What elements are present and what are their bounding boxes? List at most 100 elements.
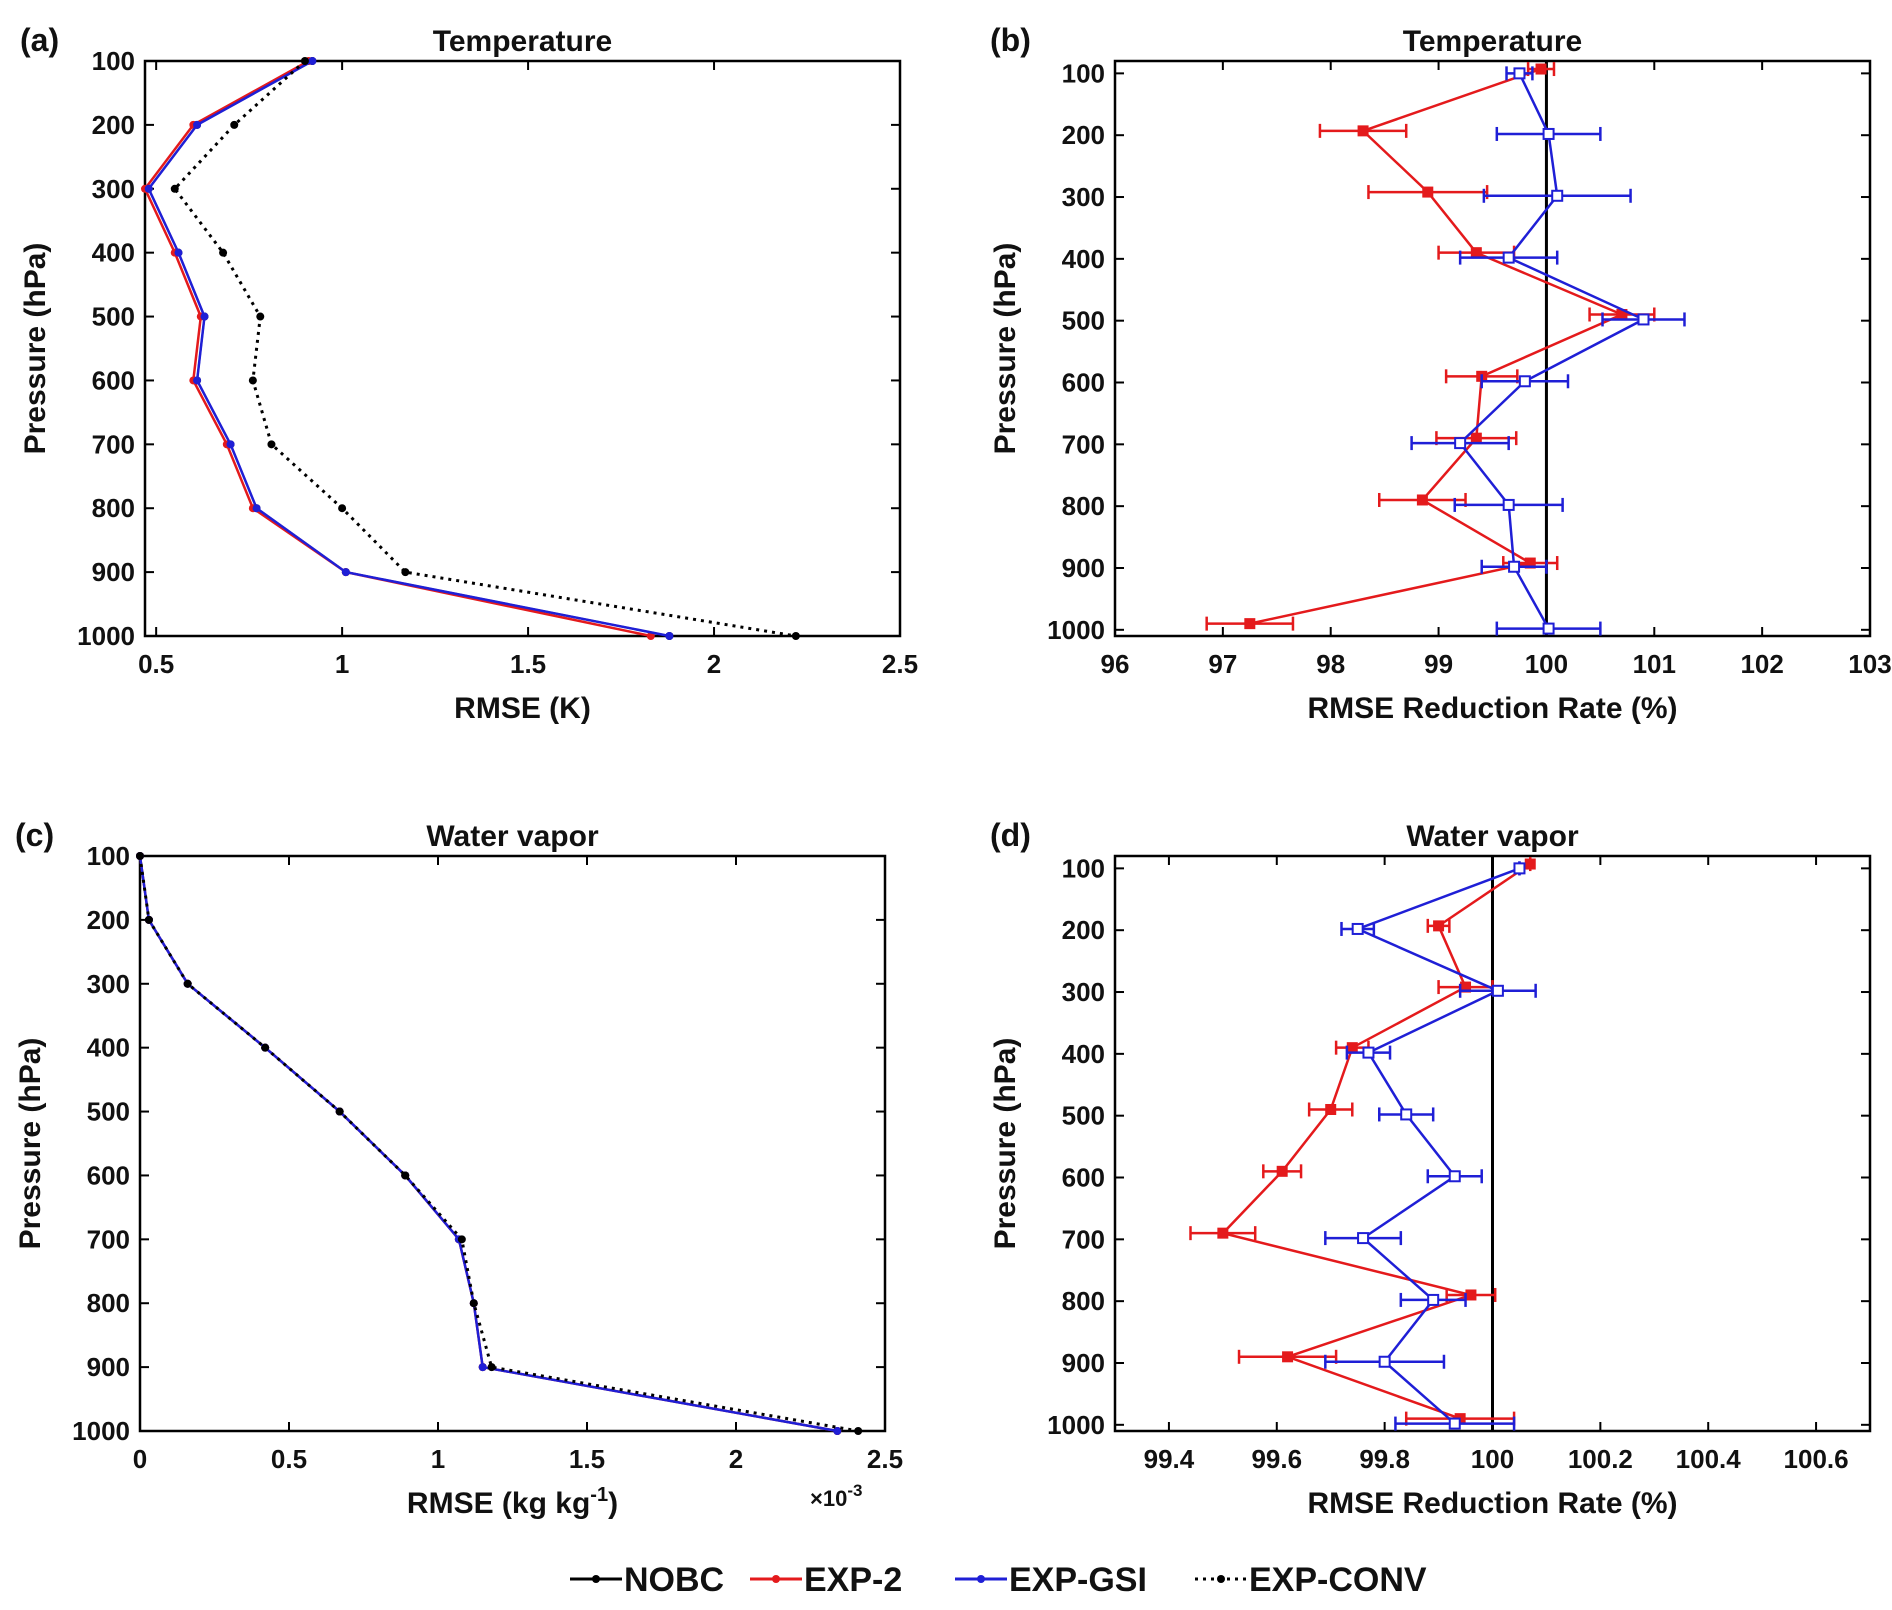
data-point-exp-2 bbox=[1325, 1103, 1337, 1115]
chart-title: Temperature bbox=[1403, 25, 1583, 58]
data-point-exp-gsi bbox=[1551, 189, 1564, 202]
y-axis-label: Pressure (hPa) bbox=[14, 1038, 47, 1250]
y-tick-label: 1000 bbox=[1047, 1410, 1105, 1440]
data-point-exp-conv bbox=[219, 248, 228, 257]
data-point-exp-gsi bbox=[174, 248, 183, 257]
data-point-exp-gsi bbox=[1454, 437, 1467, 450]
data-point-exp-2 bbox=[1282, 1351, 1294, 1363]
data-point-exp-2 bbox=[1422, 186, 1434, 198]
y-tick-label: 600 bbox=[1062, 368, 1105, 398]
y-tick-label: 700 bbox=[87, 1224, 130, 1254]
series-line-exp-gsi bbox=[138, 855, 838, 1433]
data-point-exp-conv bbox=[144, 915, 153, 924]
x-tick-label: 0.5 bbox=[138, 649, 174, 679]
y-tick-label: 200 bbox=[1062, 915, 1105, 945]
data-point-exp-gsi bbox=[144, 184, 153, 193]
data-point-exp-gsi bbox=[226, 440, 235, 449]
legend-label-nobc: NOBC bbox=[624, 1561, 724, 1599]
y-tick-label: 700 bbox=[92, 429, 135, 459]
x-tick-label: 2 bbox=[729, 1444, 743, 1474]
y-tick-label: 200 bbox=[87, 905, 130, 935]
data-point-exp-conv bbox=[335, 1107, 344, 1116]
x-tick-label: 99.4 bbox=[1144, 1444, 1195, 1474]
x-tick-label: 1 bbox=[335, 649, 349, 679]
y-tick-label: 500 bbox=[92, 302, 135, 332]
data-point-exp-gsi bbox=[1491, 984, 1504, 997]
data-point-exp-gsi bbox=[1448, 1170, 1461, 1183]
x-tick-label: 97 bbox=[1208, 649, 1237, 679]
y-tick-label: 800 bbox=[1062, 491, 1105, 521]
data-point-exp-gsi bbox=[1542, 127, 1555, 140]
y-tick-label: 400 bbox=[1062, 244, 1105, 274]
data-point-exp-2 bbox=[1416, 494, 1428, 506]
y-tick-label: 200 bbox=[92, 110, 135, 140]
x-tick-label: 102 bbox=[1740, 649, 1783, 679]
x-tick-label: 100 bbox=[1471, 1444, 1514, 1474]
data-point-exp-2 bbox=[1465, 1289, 1477, 1301]
y-tick-label: 400 bbox=[87, 1033, 130, 1063]
data-point-exp-2 bbox=[1217, 1227, 1229, 1239]
data-point-exp-conv bbox=[401, 1171, 410, 1180]
y-tick-label: 500 bbox=[87, 1097, 130, 1127]
series-line-nobc bbox=[147, 60, 670, 637]
legend-marker-nobc bbox=[592, 1575, 600, 1583]
x-tick-label: 99.8 bbox=[1359, 1444, 1410, 1474]
data-point-exp-2 bbox=[1524, 858, 1536, 870]
data-point-exp-gsi bbox=[200, 312, 209, 321]
y-tick-label: 300 bbox=[1062, 977, 1105, 1007]
legend-label-exp-2: EXP-2 bbox=[804, 1561, 902, 1599]
y-tick-label: 100 bbox=[87, 841, 130, 871]
x-axis-label: RMSE (kg kg-1) bbox=[407, 1484, 618, 1520]
x-tick-label: 0 bbox=[133, 1444, 147, 1474]
data-point-exp-gsi bbox=[252, 504, 261, 513]
y-tick-label: 700 bbox=[1062, 429, 1105, 459]
x-tick-label: 96 bbox=[1101, 649, 1130, 679]
data-point-exp-gsi bbox=[1518, 375, 1531, 388]
data-point-exp-gsi bbox=[1502, 251, 1515, 264]
x-tick-label: 2.5 bbox=[882, 649, 918, 679]
legend-marker-exp-gsi bbox=[977, 1575, 985, 1583]
data-point-exp-conv bbox=[136, 852, 144, 860]
data-point-exp-gsi bbox=[478, 1363, 487, 1372]
data-point-exp-gsi bbox=[1427, 1293, 1440, 1306]
data-point-exp-conv bbox=[401, 568, 410, 577]
y-tick-label: 200 bbox=[1062, 120, 1105, 150]
x-tick-label: 101 bbox=[1633, 649, 1676, 679]
y-tick-label: 100 bbox=[1062, 58, 1105, 88]
y-tick-label: 100 bbox=[92, 46, 135, 76]
legend: NOBC EXP-2 EXP-GSI EXP-CONV bbox=[570, 1561, 1427, 1599]
data-point-exp-2 bbox=[1276, 1165, 1288, 1177]
series-line-exp-2 bbox=[138, 855, 838, 1433]
y-tick-label: 800 bbox=[1062, 1286, 1105, 1316]
data-point-exp-gsi bbox=[1357, 1232, 1370, 1245]
x-tick-label: 100.4 bbox=[1676, 1444, 1742, 1474]
x-tick-label: 1.5 bbox=[510, 649, 546, 679]
data-point-exp-conv bbox=[170, 184, 179, 193]
x-tick-label: 1 bbox=[431, 1444, 445, 1474]
y-tick-label: 300 bbox=[87, 969, 130, 999]
x-axis-label: RMSE Reduction Rate (%) bbox=[1307, 692, 1677, 725]
series-line-exp-conv bbox=[172, 59, 797, 638]
axes-box bbox=[1113, 59, 1872, 638]
y-tick-label: 1000 bbox=[72, 1416, 130, 1446]
y-tick-label: 300 bbox=[92, 174, 135, 204]
x-tick-label: 100.6 bbox=[1784, 1444, 1849, 1474]
chart-title: Water vapor bbox=[1406, 820, 1579, 853]
y-axis-label: Pressure (hPa) bbox=[989, 1038, 1022, 1250]
panel-d: (d) Water vapor 100 200 300 400 500 600 700 800 90… bbox=[989, 817, 1872, 1520]
legend-marker-exp-conv bbox=[1217, 1575, 1225, 1583]
data-point-exp-gsi bbox=[193, 376, 202, 385]
data-point-exp-conv bbox=[791, 632, 800, 640]
data-point-exp-gsi bbox=[1637, 313, 1650, 326]
y-tick-label: 800 bbox=[87, 1288, 130, 1318]
x-axis-label: RMSE (K) bbox=[454, 692, 591, 725]
data-point-exp-2 bbox=[1357, 125, 1369, 137]
series-line-exp-2 bbox=[1220, 862, 1531, 1420]
x-tick-label: 2 bbox=[707, 649, 721, 679]
y-tick-label: 300 bbox=[1062, 182, 1105, 212]
data-point-exp-2 bbox=[1244, 618, 1256, 630]
y-tick-label: 400 bbox=[92, 238, 135, 268]
data-point-exp-gsi bbox=[1508, 560, 1521, 573]
data-point-exp-2 bbox=[1346, 1042, 1358, 1054]
